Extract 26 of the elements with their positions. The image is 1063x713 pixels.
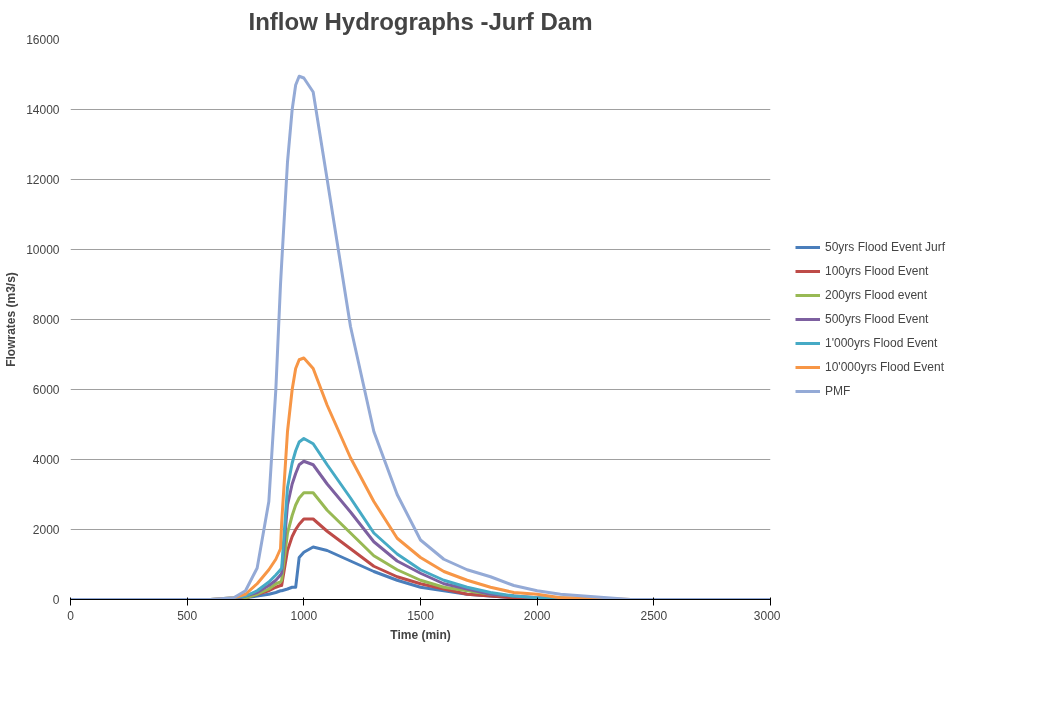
y-tick-label: 10000 xyxy=(26,243,60,257)
y-tick-label: 2000 xyxy=(32,523,60,537)
x-tick-label: 0 xyxy=(67,608,75,623)
y-tick-label: 6000 xyxy=(32,383,60,397)
y-tick-label: 8000 xyxy=(32,313,60,327)
x-tick-label: 1000 xyxy=(290,608,318,623)
y-tick-label: 12000 xyxy=(26,173,60,187)
x-tick-label: 500 xyxy=(177,608,198,623)
legend-label: PMF xyxy=(825,384,851,398)
legend-label: 50yrs Flood Event Jurf xyxy=(825,240,946,254)
x-tick-label: 1500 xyxy=(407,608,435,623)
legend-label: 200yrs Flood event xyxy=(825,288,928,302)
y-axis-title: Flowrates (m3/s) xyxy=(4,272,19,367)
x-axis-title: Time (min) xyxy=(390,627,451,642)
x-tick-label: 2000 xyxy=(523,608,551,623)
legend-label: 1'000yrs Flood Event xyxy=(825,336,938,350)
chart-title: Inflow Hydrographs -Jurf Dam xyxy=(248,7,593,35)
y-tick-label: 4000 xyxy=(32,453,60,467)
y-tick-label: 14000 xyxy=(26,103,60,117)
x-tick-label: 3000 xyxy=(753,608,781,623)
y-tick-label: 16000 xyxy=(26,33,60,47)
y-tick-label: 0 xyxy=(52,593,60,607)
legend-label: 500yrs Flood Event xyxy=(825,312,929,326)
legend-label: 10'000yrs Flood Event xyxy=(825,360,945,374)
x-tick-label: 2500 xyxy=(640,608,668,623)
legend-label: 100yrs Flood Event xyxy=(825,264,929,278)
